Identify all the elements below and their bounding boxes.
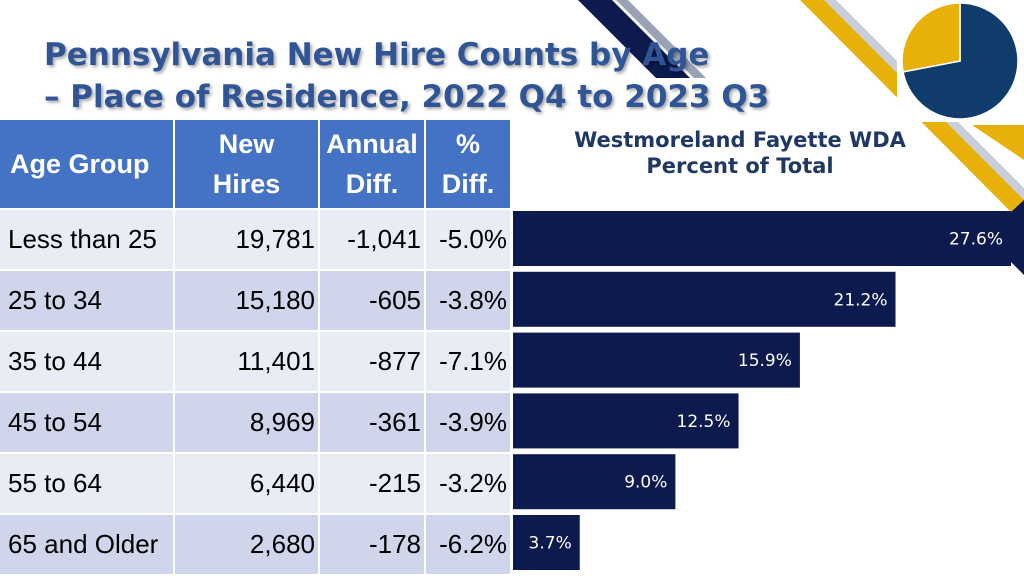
bar-data-label: 15.9%: [738, 351, 792, 371]
page-title: Pennsylvania New Hire Counts by Age – Pl…: [44, 34, 884, 118]
bar-less-than-25: [513, 211, 1011, 266]
header-age-group: Age Group: [0, 120, 175, 210]
bar-45-to-54: [513, 393, 739, 449]
cell-pct-diff: -5.0%: [425, 209, 512, 271]
cell-new-hires: 19,781: [174, 209, 320, 271]
bar-35-to-44: [513, 332, 800, 388]
cell-annual-diff: -877: [319, 331, 426, 393]
table-header-row: Age Group New Hires Annual Diff. % Diff.: [0, 120, 512, 210]
header-new-hires: New Hires: [174, 120, 320, 210]
new-hire-table: Age Group New Hires Annual Diff. % Diff.…: [0, 120, 512, 576]
pie-chart-icon: [897, 0, 1024, 122]
header-new-hires-line-1: New: [218, 129, 275, 159]
cell-new-hires: 15,180: [174, 270, 320, 332]
cell-pct-diff: -3.8%: [425, 270, 512, 332]
cell-pct-diff: -3.2%: [425, 453, 512, 515]
cell-pct-diff: -6.2%: [425, 514, 512, 576]
page-title-line-2: – Place of Residence, 2022 Q4 to 2023 Q3: [44, 79, 770, 115]
cell-new-hires: 11,401: [174, 331, 320, 393]
cell-annual-diff: -605: [319, 270, 426, 332]
table-row: 35 to 44 11,401 -877 -7.1%: [0, 331, 512, 393]
header-annual-diff-line-1: Annual: [326, 129, 418, 159]
bar-data-label: 12.5%: [677, 412, 731, 432]
table-row: Less than 25 19,781 -1,041 -5.0%: [0, 209, 512, 271]
cell-annual-diff: -1,041: [319, 209, 426, 271]
cell-new-hires: 8,969: [174, 392, 320, 454]
header-pct-diff: % Diff.: [425, 120, 512, 210]
table-row: 65 and Older 2,680 -178 -6.2%: [0, 514, 512, 576]
cell-pct-diff: -7.1%: [425, 331, 512, 393]
header-pct-diff-line-1: %: [455, 129, 480, 159]
cell-new-hires: 6,440: [174, 453, 320, 515]
cell-annual-diff: -215: [319, 453, 426, 515]
cell-age: 45 to 54: [0, 392, 175, 454]
bar-data-label: 3.7%: [529, 534, 572, 554]
bar-data-label: 9.0%: [624, 473, 667, 493]
page-title-line-1: Pennsylvania New Hire Counts by Age: [44, 37, 710, 73]
table-row: 45 to 54 8,969 -361 -3.9%: [0, 392, 512, 454]
bar-data-label: 21.2%: [834, 290, 888, 310]
bar-25-to-34: [513, 271, 896, 327]
bar-data-label: 27.6%: [949, 230, 1003, 250]
chart-title: Westmoreland Fayette WDA Percent of Tota…: [520, 127, 960, 179]
cell-pct-diff: -3.9%: [425, 392, 512, 454]
header-pct-diff-line-2: Diff.: [441, 169, 495, 199]
cell-age: 55 to 64: [0, 453, 175, 515]
bar-55-to-64: [513, 454, 676, 510]
header-annual-diff-line-2: Diff.: [345, 169, 399, 199]
cell-age: 65 and Older: [0, 514, 175, 576]
cell-age: 35 to 44: [0, 331, 175, 393]
pie-slice: [901, 2, 961, 73]
cell-annual-diff: -361: [319, 392, 426, 454]
chart-title-line-2: Percent of Total: [646, 154, 834, 178]
bar-65-and-older: [513, 515, 580, 570]
cell-new-hires: 2,680: [174, 514, 320, 576]
header-annual-diff: Annual Diff.: [319, 120, 426, 210]
header-new-hires-line-2: Hires: [212, 169, 281, 199]
cell-annual-diff: -178: [319, 514, 426, 576]
table-row: 55 to 64 6,440 -215 -3.2%: [0, 453, 512, 515]
chart-title-line-1: Westmoreland Fayette WDA: [574, 128, 906, 152]
table-row: 25 to 34 15,180 -605 -3.8%: [0, 270, 512, 332]
cell-age: Less than 25: [0, 209, 175, 271]
cell-age: 25 to 34: [0, 270, 175, 332]
